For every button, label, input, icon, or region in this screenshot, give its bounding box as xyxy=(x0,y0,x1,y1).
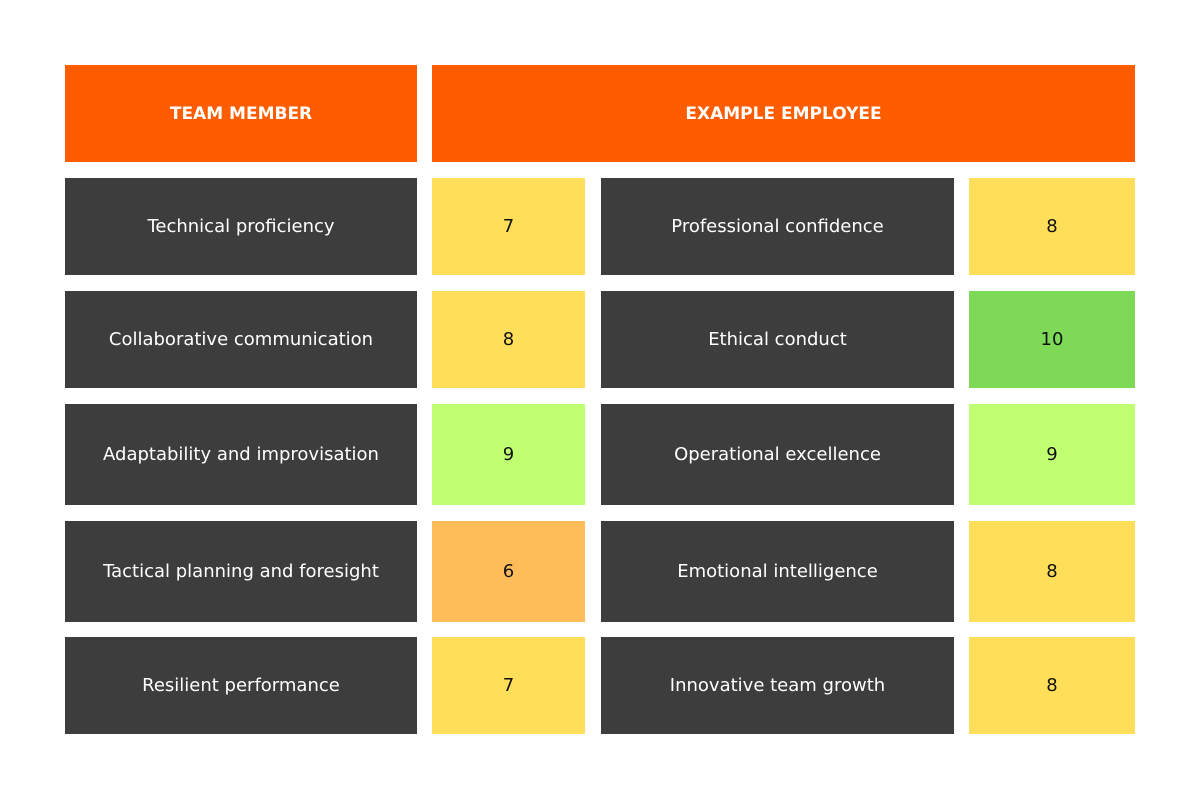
score-cell: 9 xyxy=(432,404,585,505)
criterion-label: Operational excellence xyxy=(601,404,954,505)
score-cell: 7 xyxy=(432,637,585,734)
criterion-label: Emotional intelligence xyxy=(601,521,954,622)
score-cell: 9 xyxy=(969,404,1135,505)
score-cell: 8 xyxy=(969,178,1135,275)
criterion-label: Innovative team growth xyxy=(601,637,954,734)
header-cell: TEAM MEMBER xyxy=(65,65,417,162)
header-cell: EXAMPLE EMPLOYEE xyxy=(432,65,1135,162)
criterion-label: Technical proficiency xyxy=(65,178,417,275)
criterion-label: Tactical planning and foresight xyxy=(65,521,417,622)
score-cell: 6 xyxy=(432,521,585,622)
score-cell: 8 xyxy=(969,637,1135,734)
score-cell: 8 xyxy=(432,291,585,388)
criterion-label: Adaptability and improvisation xyxy=(65,404,417,505)
criterion-label: Ethical conduct xyxy=(601,291,954,388)
criterion-label: Professional confidence xyxy=(601,178,954,275)
score-cell: 8 xyxy=(969,521,1135,622)
criterion-label: Collaborative communication xyxy=(65,291,417,388)
score-cell: 7 xyxy=(432,178,585,275)
score-cell: 10 xyxy=(969,291,1135,388)
criterion-label: Resilient performance xyxy=(65,637,417,734)
